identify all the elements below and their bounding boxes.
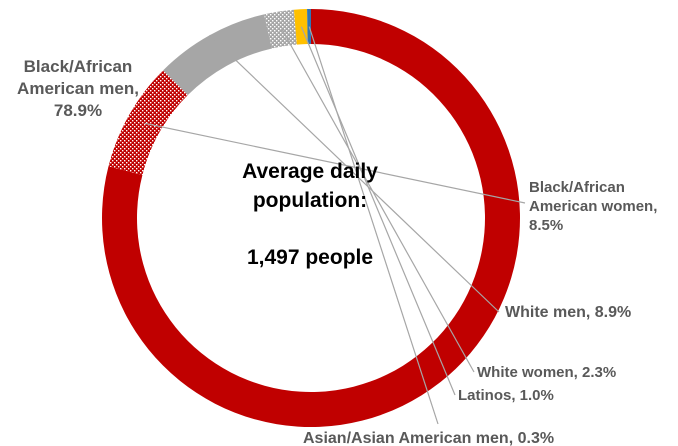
slice-label-1-line1: American women, bbox=[529, 198, 657, 215]
donut-slice-5 bbox=[307, 9, 311, 45]
slice-label-4-line0: Latinos, 1.0% bbox=[458, 387, 554, 404]
slice-label-5-line0: Asian/Asian American men, 0.3% bbox=[303, 430, 554, 446]
slice-label-2-line0: White men, 8.9% bbox=[505, 304, 631, 321]
slice-label-0-line1: American men, bbox=[17, 79, 139, 98]
leader-lines bbox=[144, 26, 526, 425]
leader-line-5 bbox=[308, 26, 439, 425]
leader-line-3 bbox=[281, 28, 475, 373]
leader-line-1 bbox=[144, 122, 526, 204]
donut-slice-4 bbox=[293, 9, 308, 45]
donut-slices bbox=[102, 9, 520, 428]
slice-label-0-line0: Black/African bbox=[24, 57, 133, 76]
slice-label-1-line0: Black/African bbox=[529, 179, 625, 196]
slice-label-3-line0: White women, 2.3% bbox=[477, 364, 616, 381]
slice-label-0-line2: 78.9% bbox=[54, 101, 102, 120]
center-text-line3: 1,497 people bbox=[247, 246, 373, 269]
slice-label-1-line2: 8.5% bbox=[529, 217, 563, 234]
donut-slice-3 bbox=[264, 9, 297, 49]
center-text-line2: population: bbox=[253, 189, 367, 212]
donut-slice-2 bbox=[163, 14, 272, 96]
center-text-line1: Average daily bbox=[242, 160, 378, 183]
slice-labels: Black/African American men, 78.9% Black/Afr… bbox=[17, 57, 657, 446]
donut-slice-1 bbox=[108, 70, 188, 175]
leader-line-4 bbox=[300, 26, 456, 396]
leader-line-2 bbox=[209, 34, 500, 313]
